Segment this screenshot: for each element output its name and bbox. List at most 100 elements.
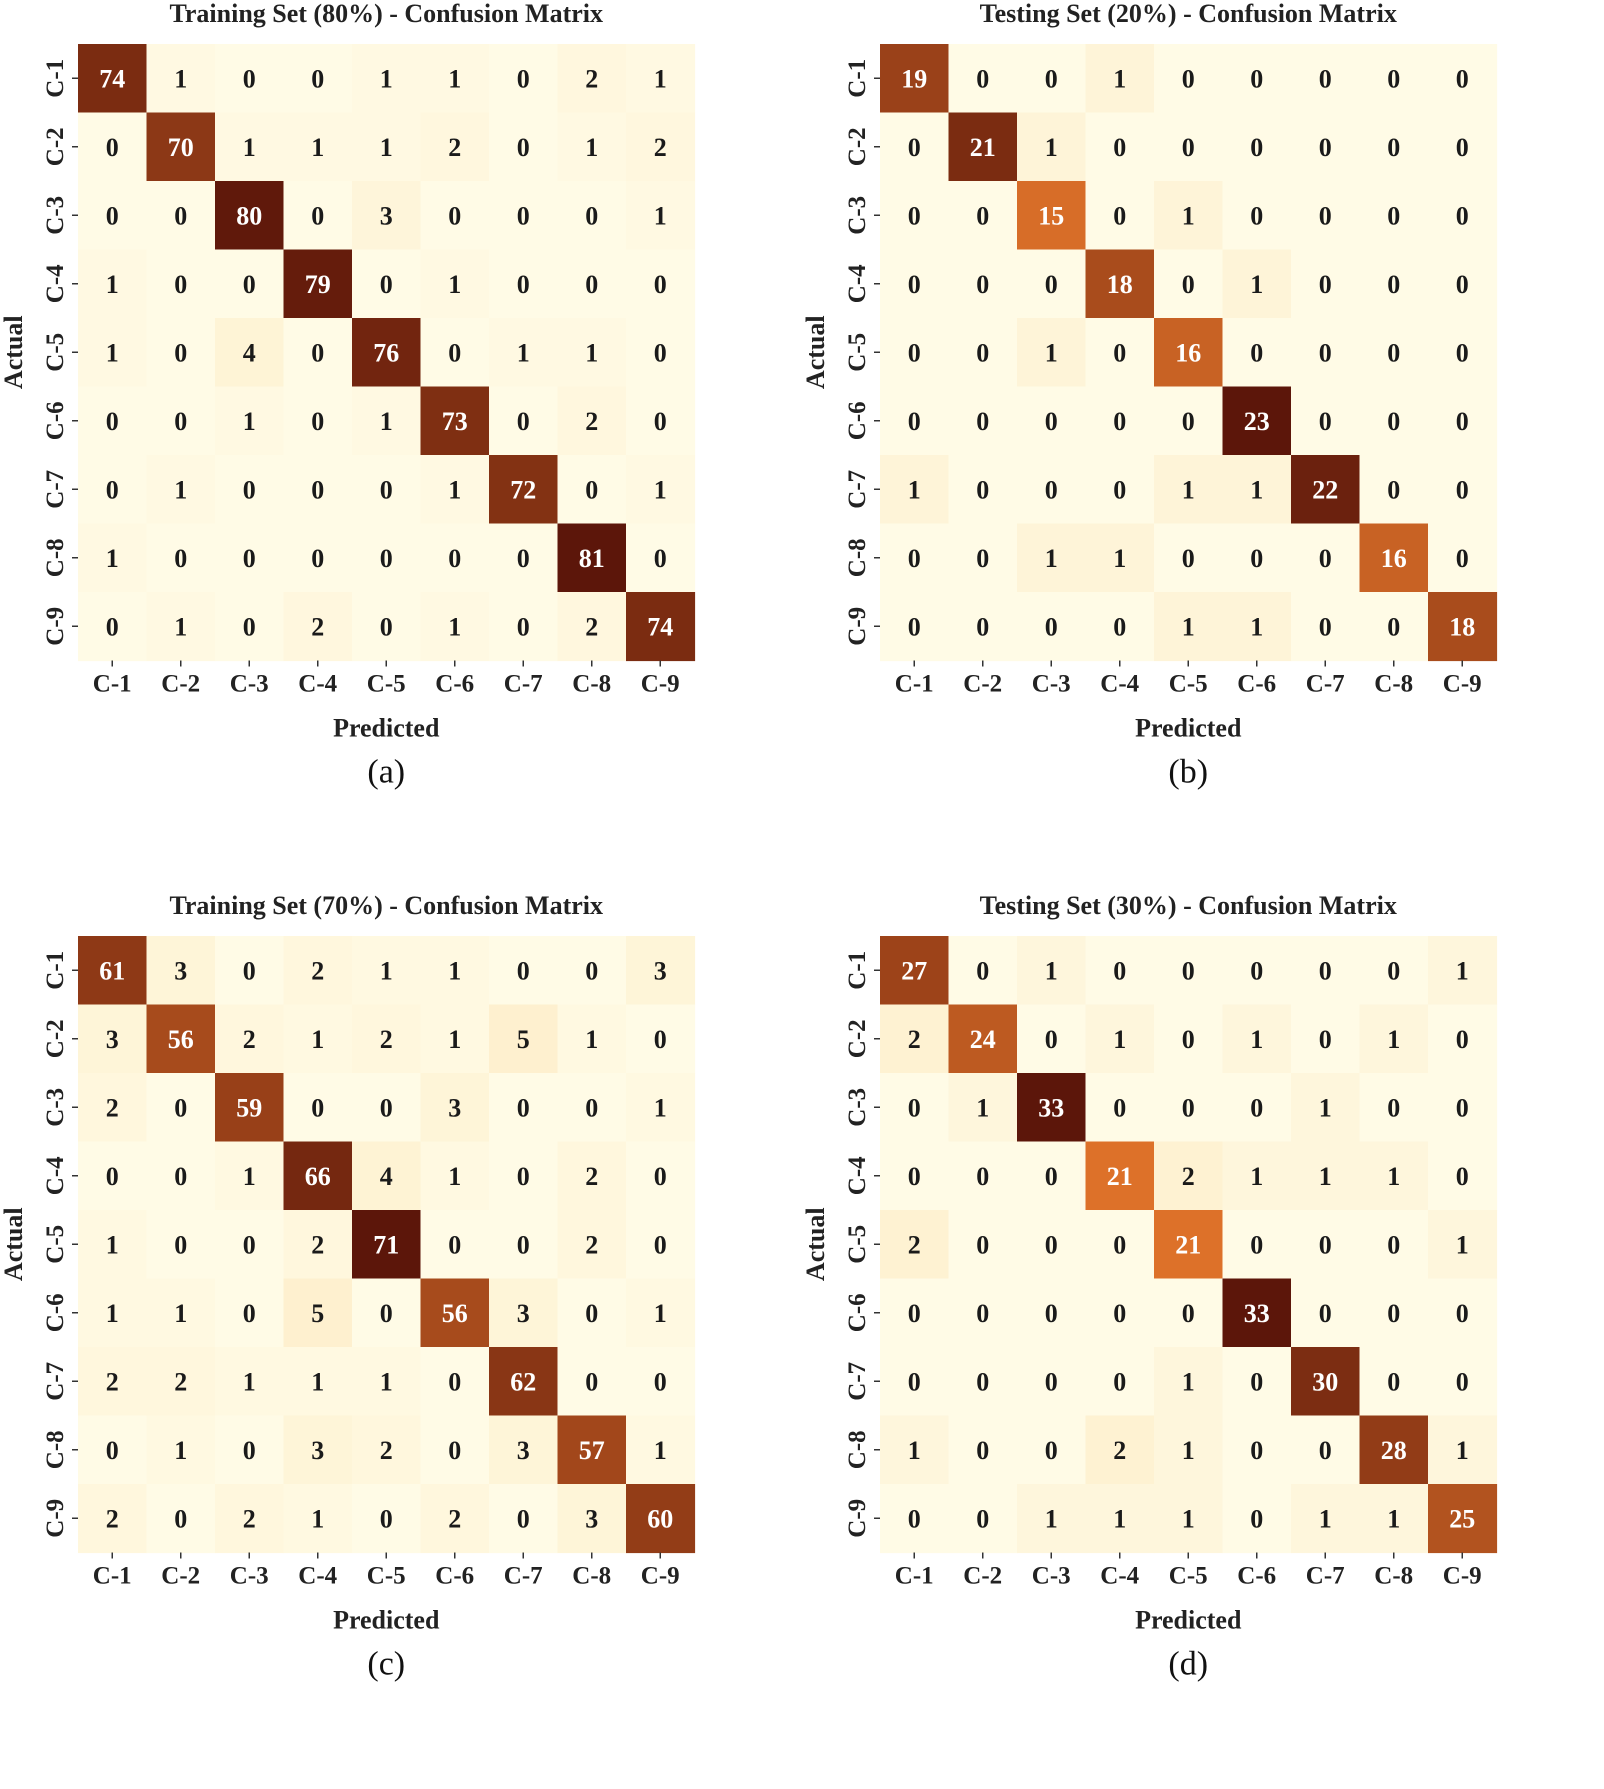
chart-title-d: Testing Set (30%) - Confusion Matrix xyxy=(980,892,1397,920)
cell-value-d-r4-c3: 0 xyxy=(1045,1162,1058,1191)
heatmap-cell-a-r9-c7 xyxy=(489,592,559,662)
heatmap-cell-a-r7-c3 xyxy=(215,455,285,525)
cell-value-d-r5-c7: 0 xyxy=(1319,1230,1332,1259)
heatmap-cell-c-r5-c6 xyxy=(420,1210,490,1280)
cell-value-d-r4-c2: 0 xyxy=(976,1162,989,1191)
heatmap-cell-c-r3-c4 xyxy=(283,1073,353,1143)
cell-value-b-r3-c8: 0 xyxy=(1387,201,1400,230)
heatmap-cell-c-r2-c2 xyxy=(146,1004,216,1074)
cell-value-d-r5-c8: 0 xyxy=(1387,1230,1400,1259)
x-tick-label-c-6: C-6 xyxy=(435,1563,474,1590)
cell-value-c-r1-c7: 0 xyxy=(517,956,530,985)
cell-value-d-r6-c5: 0 xyxy=(1182,1299,1195,1328)
heatmap-cell-a-r9-c2 xyxy=(146,592,216,662)
cell-value-d-r2-c5: 0 xyxy=(1182,1025,1195,1054)
x-tick-label-b-6: C-6 xyxy=(1237,671,1276,698)
heatmap-cell-a-r8-c9 xyxy=(626,523,696,593)
heatmap-cell-b-r3-c1 xyxy=(880,181,950,251)
y-tick-label-c-9: C-9 xyxy=(42,1499,69,1538)
heatmap-cell-c-r4-c7 xyxy=(489,1141,559,1211)
cell-value-b-r9-c5: 1 xyxy=(1182,612,1195,641)
cell-value-d-r5-c2: 0 xyxy=(976,1230,989,1259)
heatmap-cell-d-r1-c5 xyxy=(1154,936,1224,1006)
heatmap-cell-b-r5-c7 xyxy=(1291,318,1361,388)
heatmap-cell-d-r3-c6 xyxy=(1222,1073,1292,1143)
heatmap-cell-b-r4-c6 xyxy=(1222,249,1292,319)
heatmap-cell-c-r4-c6 xyxy=(420,1141,490,1211)
heatmap-cell-d-r8-c1 xyxy=(880,1415,950,1485)
heatmap-cell-b-r9-c4 xyxy=(1085,592,1155,662)
heatmap-cell-c-r4-c9 xyxy=(626,1141,696,1211)
heatmap-cell-a-r1-c3 xyxy=(215,44,285,114)
y-tick-label-d-7: C-7 xyxy=(844,1362,871,1401)
y-tick-label-c-2: C-2 xyxy=(42,1019,69,1058)
heatmap-cell-d-r9-c1 xyxy=(880,1484,950,1554)
cell-value-b-r2-c1: 0 xyxy=(908,133,921,162)
heatmap-cell-c-r6-c2 xyxy=(146,1278,216,1348)
y-tick-label-a-4: C-4 xyxy=(42,264,69,303)
heatmap-cell-d-r5-c9 xyxy=(1428,1210,1498,1280)
heatmap-cell-b-r7-c3 xyxy=(1017,455,1087,525)
heatmap-cell-c-r1-c9 xyxy=(626,936,696,1006)
heatmap-cell-d-r9-c4 xyxy=(1085,1484,1155,1554)
cell-value-b-r6-c1: 0 xyxy=(908,407,921,436)
cell-value-b-r3-c1: 0 xyxy=(908,201,921,230)
heatmap-cell-a-r1-c5 xyxy=(352,44,422,114)
heatmap-cell-b-r8-c9 xyxy=(1428,523,1498,593)
cell-value-b-r1-c3: 0 xyxy=(1045,64,1058,93)
heatmap-cell-d-r1-c4 xyxy=(1085,936,1155,1006)
heatmap-cell-a-r6-c9 xyxy=(626,386,696,456)
cell-value-a-r6-c5: 1 xyxy=(380,407,393,436)
heatmap-cell-a-r7-c9 xyxy=(626,455,696,525)
cell-value-a-r6-c6: 73 xyxy=(442,407,468,436)
cell-value-d-r7-c7: 30 xyxy=(1312,1367,1338,1396)
heatmap-cell-d-r2-c7 xyxy=(1291,1004,1361,1074)
heatmap-cell-c-r7-c5 xyxy=(352,1347,422,1417)
cell-value-c-r4-c1: 0 xyxy=(106,1162,119,1191)
cell-value-a-r9-c6: 1 xyxy=(448,612,461,641)
heatmap-cell-c-r2-c3 xyxy=(215,1004,285,1074)
cell-value-c-r2-c5: 2 xyxy=(380,1025,393,1054)
cell-value-c-r2-c8: 1 xyxy=(585,1025,598,1054)
heatmap-cell-a-r4-c6 xyxy=(420,249,490,319)
heatmap-cell-c-r8-c8 xyxy=(557,1415,627,1485)
cell-value-b-r7-c1: 1 xyxy=(908,475,921,504)
x-tick-label-d-1: C-1 xyxy=(895,1563,934,1590)
cell-value-c-r5-c5: 71 xyxy=(373,1230,399,1259)
cell-value-c-r3-c5: 0 xyxy=(380,1093,393,1122)
heatmap-cell-d-r4-c3 xyxy=(1017,1141,1087,1211)
panel-d: Testing Set (30%) - Confusion Matrix 27 0 1… xyxy=(801,891,1604,1784)
cell-value-d-r9-c7: 1 xyxy=(1319,1504,1332,1533)
cell-value-a-r9-c1: 0 xyxy=(106,612,119,641)
x-tick-label-c-9: C-9 xyxy=(641,1563,680,1590)
cell-value-b-r2-c7: 0 xyxy=(1319,133,1332,162)
heatmap-cell-c-r6-c5 xyxy=(352,1278,422,1348)
cell-value-c-r9-c9: 60 xyxy=(647,1504,673,1533)
heatmap-cell-b-r7-c2 xyxy=(948,455,1018,525)
y-tick-label-c-4: C-4 xyxy=(42,1156,69,1195)
panel-label-c: (c) xyxy=(367,1646,405,1683)
x-tick-label-a-8: C-8 xyxy=(572,671,611,698)
cell-value-c-r1-c9: 3 xyxy=(654,956,667,985)
cell-value-b-r2-c6: 0 xyxy=(1250,133,1263,162)
y-tick-label-d-9: C-9 xyxy=(844,1499,871,1538)
x-axis-label-d: Predicted xyxy=(1135,1606,1242,1635)
cell-value-c-r6-c3: 0 xyxy=(243,1299,256,1328)
heatmap-cell-d-r6-c4 xyxy=(1085,1278,1155,1348)
cell-value-c-r8-c7: 3 xyxy=(517,1436,530,1465)
cell-value-c-r1-c8: 0 xyxy=(585,956,598,985)
heatmap-cell-d-r2-c1 xyxy=(880,1004,950,1074)
heatmap-cell-c-r5-c8 xyxy=(557,1210,627,1280)
y-tick-label-d-5: C-5 xyxy=(844,1225,871,1264)
heatmap-cell-b-r8-c5 xyxy=(1154,523,1224,593)
cell-value-c-r5-c9: 0 xyxy=(654,1230,667,1259)
heatmap-cell-b-r4-c9 xyxy=(1428,249,1498,319)
cell-value-d-r7-c9: 0 xyxy=(1456,1367,1469,1396)
x-tick-label-c-2: C-2 xyxy=(161,1563,200,1590)
heatmap-cell-d-r3-c4 xyxy=(1085,1073,1155,1143)
heatmap-cell-b-r7-c7 xyxy=(1291,455,1361,525)
heatmap-cell-c-r1-c2 xyxy=(146,936,216,1006)
cell-value-c-r8-c1: 0 xyxy=(106,1436,119,1465)
cell-value-d-r5-c5: 21 xyxy=(1175,1230,1201,1259)
cell-value-b-r7-c9: 0 xyxy=(1456,475,1469,504)
